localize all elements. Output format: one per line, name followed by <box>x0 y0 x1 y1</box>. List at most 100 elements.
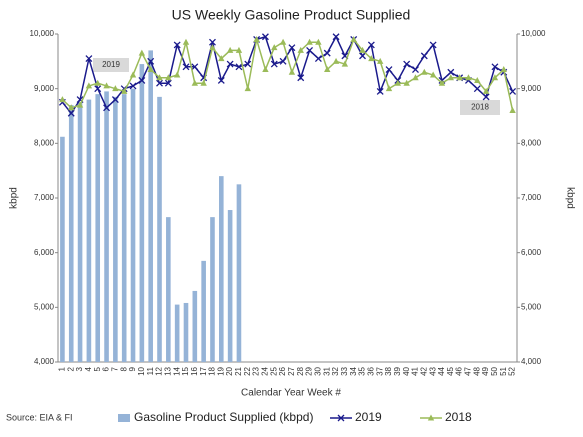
x-tick-label: 15 <box>181 366 190 375</box>
point-marker <box>173 71 181 78</box>
x-tick-label: 29 <box>305 366 314 375</box>
y-tick-label: 10,000 <box>30 29 55 38</box>
x-tick-label: 11 <box>146 366 155 375</box>
legend-marker <box>337 414 345 422</box>
point-marker <box>368 55 375 62</box>
legend-swatch <box>118 414 130 422</box>
line <box>61 35 514 115</box>
x-tick-label: 50 <box>490 366 499 375</box>
y2-tick-label: 7,000 <box>521 193 542 202</box>
annotation: 2018 <box>471 103 489 112</box>
point-marker <box>200 79 207 86</box>
x-tick-label: 14 <box>172 366 181 375</box>
x-tick-label: 21 <box>234 366 243 375</box>
x-tick-label: 36 <box>366 366 375 375</box>
x-tick-label: 6 <box>102 366 111 371</box>
point-marker <box>297 46 304 53</box>
x-tick-label: 31 <box>322 366 331 375</box>
chart-title: US Weekly Gasoline Product Supplied <box>172 7 411 23</box>
point-marker <box>359 52 366 60</box>
point-marker <box>482 93 490 101</box>
y2-tick-label: 8,000 <box>521 138 542 147</box>
point-marker <box>182 63 190 71</box>
point-marker <box>394 79 402 86</box>
y-axis-label: kbpd <box>9 187 20 209</box>
bar <box>148 50 153 363</box>
x-tick-label: 8 <box>119 366 128 371</box>
point-marker <box>473 85 481 93</box>
x-tick-label: 38 <box>384 366 393 375</box>
point-marker <box>67 109 75 117</box>
x-tick-label: 40 <box>402 366 411 375</box>
x-tick-label: 44 <box>437 366 446 375</box>
point-marker <box>359 46 366 53</box>
x-axis-label: Calendar Year Week # <box>241 388 341 399</box>
point-marker <box>111 96 119 104</box>
y2-tick-label: 10,000 <box>521 29 546 38</box>
x-tick-label: 2 <box>66 366 75 371</box>
point-marker <box>314 55 322 63</box>
point-marker <box>121 87 128 94</box>
x-tick-label: 7 <box>110 366 119 371</box>
annotation-box <box>460 100 500 115</box>
point-marker <box>332 33 340 41</box>
point-marker <box>403 79 410 86</box>
bar <box>174 304 180 362</box>
x-tick-label: 27 <box>287 366 296 375</box>
point-marker <box>68 104 75 111</box>
y2-axis-label: kbpd <box>564 187 575 209</box>
point-marker <box>306 46 314 54</box>
x-tick-label: 19 <box>216 366 225 375</box>
point-marker <box>500 66 507 73</box>
x-tick-label: 3 <box>75 366 84 371</box>
x-tick-label: 52 <box>508 366 517 375</box>
bar <box>77 102 83 362</box>
point-marker <box>491 74 499 81</box>
x-tick-label: 12 <box>155 366 164 375</box>
y2-tick-label: 5,000 <box>521 302 542 311</box>
point-marker <box>288 68 296 75</box>
source-note: Source: EIA & FI <box>6 412 73 422</box>
bar <box>218 176 224 362</box>
point-marker <box>509 107 516 114</box>
x-tick-label: 10 <box>137 366 146 375</box>
line <box>61 37 514 111</box>
annotation: 2019 <box>102 60 120 69</box>
point-marker <box>253 35 260 42</box>
x-tick-label: 23 <box>252 366 261 375</box>
x-tick-label: 39 <box>393 366 402 375</box>
point-marker <box>350 35 357 42</box>
point-marker <box>147 57 155 65</box>
point-marker <box>226 60 234 68</box>
y2-tick-label: 9,000 <box>521 84 542 93</box>
point-marker <box>412 74 419 81</box>
point-marker <box>76 101 84 108</box>
y-tick-label: 7,000 <box>34 193 55 202</box>
point-marker <box>367 41 375 49</box>
point-marker <box>235 46 243 53</box>
point-marker <box>465 74 472 81</box>
point-marker <box>315 38 322 45</box>
point-marker <box>447 74 454 81</box>
point-marker <box>209 38 216 46</box>
x-tick-label: 26 <box>278 366 287 375</box>
point-marker <box>271 44 278 51</box>
point-marker <box>244 85 251 92</box>
point-marker <box>288 44 296 52</box>
point-marker <box>403 60 411 68</box>
point-marker <box>341 60 349 67</box>
point-marker <box>217 77 225 84</box>
point-marker <box>306 38 313 45</box>
y-tick-label: 6,000 <box>34 248 55 257</box>
bar <box>113 96 118 362</box>
point-marker <box>279 38 287 45</box>
x-tick-label: 43 <box>428 366 437 375</box>
bar <box>236 184 242 362</box>
x-tick-label: 48 <box>472 366 481 375</box>
x-tick-label: 13 <box>163 366 172 375</box>
x-tick-label: 45 <box>446 366 455 375</box>
point-marker <box>226 46 234 53</box>
bar <box>139 64 145 363</box>
point-marker <box>244 60 252 68</box>
